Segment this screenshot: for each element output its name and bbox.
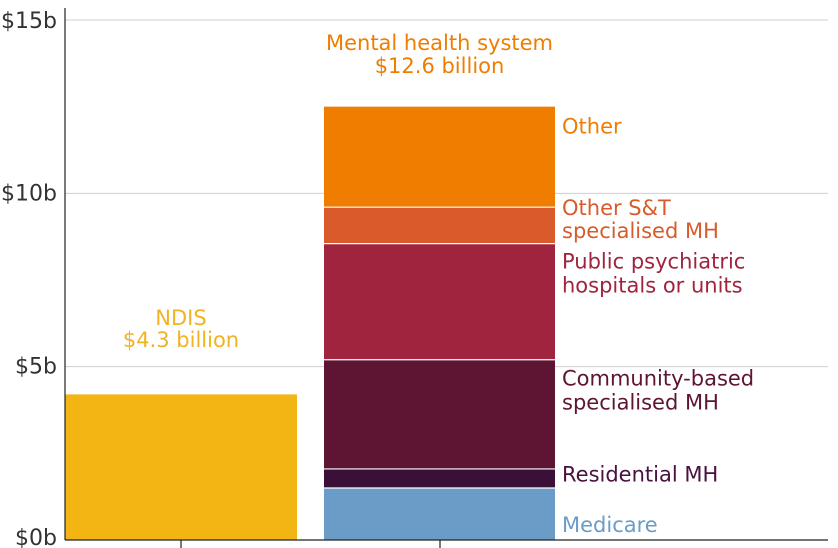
bar-title: $12.6 billion: [375, 54, 505, 78]
bar-segment-mental-health-system-5: [324, 106, 555, 208]
axes: $0b $5b $10b $15b: [1, 8, 828, 548]
y-tick-label: $15b: [1, 9, 57, 34]
segment-label: Public psychiatric: [562, 250, 745, 274]
bars: [65, 106, 555, 540]
segment-label: Other: [562, 115, 622, 139]
segment-label: specialised MH: [562, 391, 719, 415]
labels: NDIS$4.3 billion Medicare Residential MH Co…: [123, 31, 754, 537]
y-tick-label: $10b: [1, 181, 57, 206]
segment-label: Community-based: [562, 367, 754, 391]
bar-segment-mental-health-system-2: [324, 359, 555, 469]
bar-segment-mental-health-system-3: [324, 243, 555, 360]
bar-title: NDIS: [155, 306, 206, 330]
segment-label: Residential MH: [562, 462, 718, 486]
bar-title: Mental health system: [326, 31, 553, 55]
bar-title: $4.3 billion: [123, 328, 239, 352]
bar-segment-mental-health-system-1: [324, 468, 555, 488]
y-tick-label: $5b: [15, 355, 57, 380]
segment-label: Medicare: [562, 513, 658, 537]
y-tick-label: $0b: [15, 526, 57, 548]
segment-label: Other S&T: [562, 196, 671, 220]
bar-segment-ndis-0: [65, 394, 297, 540]
bar-segment-mental-health-system-0: [324, 488, 555, 540]
segment-label: hospitals or units: [562, 274, 743, 298]
segment-label: specialised MH: [562, 219, 719, 243]
bar-segment-mental-health-system-4: [324, 207, 555, 244]
